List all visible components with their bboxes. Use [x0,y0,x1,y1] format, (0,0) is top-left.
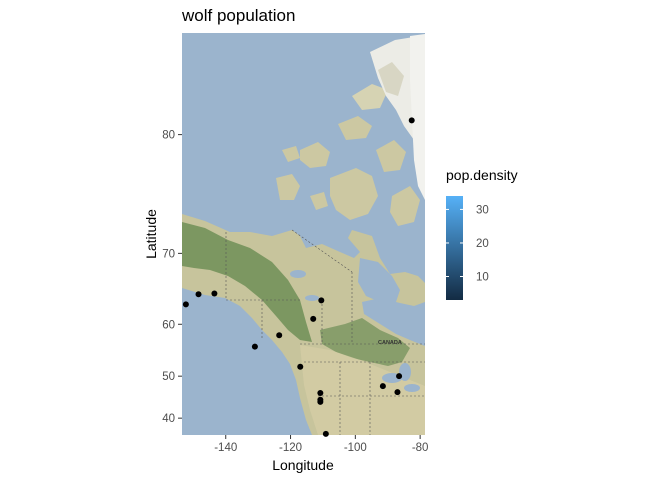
arctic-island-3 [276,174,300,200]
wolf-point [251,343,258,350]
legend-tick-label: 30 [476,204,489,216]
great-slave-lake [305,295,319,301]
legend-tick-label: 20 [476,238,489,250]
country-label: CANADA [378,340,402,346]
legend-tick-label: 10 [476,272,489,284]
arctic-island-7 [282,146,300,162]
x-tick-label: -80 [412,442,429,454]
y-axis: 40 50 60 70 80 [162,130,182,425]
y-tick-label: 70 [162,248,175,260]
arctic-island-6 [390,186,420,226]
x-tick-label: -140 [214,442,237,454]
ellesmere-land [378,62,404,96]
y-tick-label: 60 [162,319,175,331]
arctic-island-8 [310,192,328,210]
hudson-bay [358,258,400,302]
plains [300,345,425,435]
wolf-point [297,363,304,370]
basemap: CANADA [182,33,425,435]
arctic-island-2 [330,168,378,220]
borders [225,229,425,435]
wolf-point [379,383,386,390]
wolf-point [322,430,329,437]
data-points [182,117,415,437]
y-tick-label: 80 [162,130,175,142]
wolf-point [318,297,325,304]
arctic-island-1 [300,142,330,168]
wolf-point [182,301,189,308]
wolf-point [195,291,202,298]
x-tick-label: -120 [279,442,302,454]
arctic-island-4 [338,116,372,140]
wolf-point [396,373,403,380]
legend-ticks: 10 20 30 [446,204,489,284]
wolf-point [310,315,317,322]
arctic-island-9 [352,84,388,110]
great-bear-lake [290,270,306,278]
arctic-island-5 [376,140,406,172]
wolf-point [317,398,324,405]
wolf-point [408,117,415,124]
legend-colorbar [446,196,463,300]
wolf-point [394,389,401,396]
x-axis-label: Longitude [272,457,334,473]
x-tick-label: -100 [344,442,367,454]
chart-title: wolf population [182,6,296,25]
greenland-ice [410,34,425,200]
wolf-point [276,332,283,339]
x-axis: -140 -120 -100 -80 [214,435,428,454]
forest-east [320,318,410,366]
y-axis-label: Latitude [143,209,159,259]
legend: 10 20 30 [446,196,489,300]
forest [182,222,312,342]
wolf-point [317,390,324,397]
wolf-point [211,290,218,297]
pacific-coast [182,288,312,435]
great-lake-3 [404,384,420,392]
y-tick-label: 50 [162,371,175,383]
y-tick-label: 40 [162,413,175,425]
legend-title: pop.density [446,167,518,183]
